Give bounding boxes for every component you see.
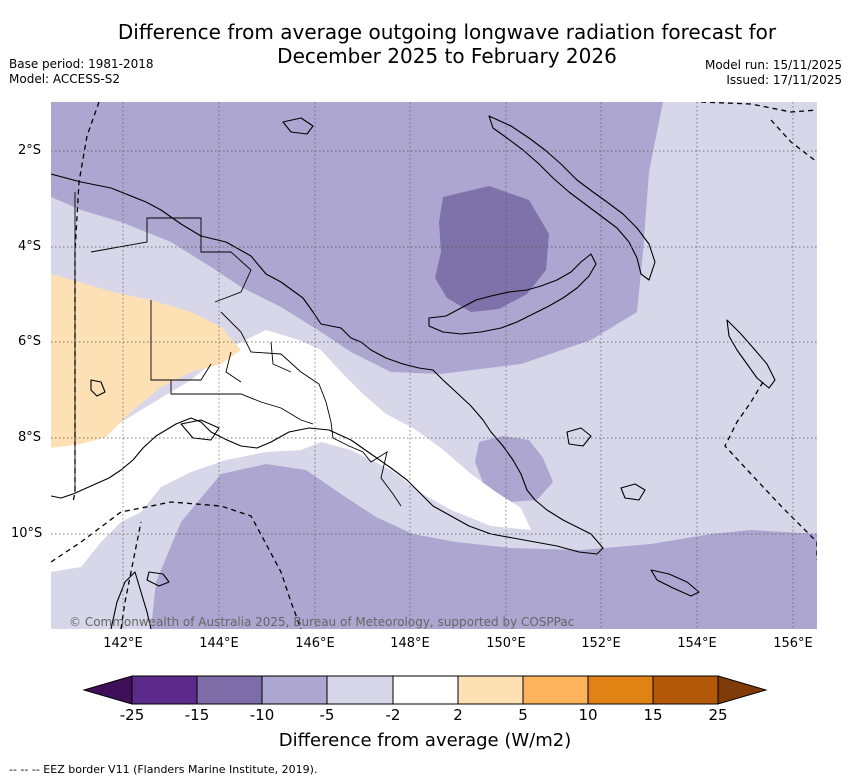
colorbar-segment xyxy=(261,675,328,705)
colorbar-segment xyxy=(457,675,524,705)
manus-island xyxy=(282,117,314,135)
lat-label-10s: 10°S xyxy=(11,526,43,541)
meta-left: Base period: 1981-2018 Model: ACCESS-S2 xyxy=(9,57,154,87)
field-purple-core xyxy=(435,186,549,312)
chart-title: Difference from average outgoing longwav… xyxy=(0,20,850,68)
field-lavender-south xyxy=(151,464,817,629)
issued-date: Issued: 17/11/2025 xyxy=(726,73,842,87)
new-britain-coast xyxy=(428,253,597,335)
colorbar-tick: -25 xyxy=(119,706,145,724)
colorbar-segment xyxy=(522,675,589,705)
colorbar-tick: -5 xyxy=(319,706,335,724)
colorbar-tick: 10 xyxy=(578,706,598,724)
colorbar-segment xyxy=(652,675,719,705)
lon-label-144e: 144°E xyxy=(199,636,239,651)
eez-footnote: -- -- -- EEZ border V11 (Flanders Marine… xyxy=(9,763,318,776)
louisiade-islands xyxy=(650,569,700,597)
colorbar xyxy=(82,675,768,705)
colorbar-tick: 15 xyxy=(643,706,663,724)
lat-label-6s: 6°S xyxy=(18,334,42,349)
colorbar-segment xyxy=(392,675,459,705)
field-white-band xyxy=(51,330,531,572)
map-panel: © Commonwealth of Australia 2025, Bureau… xyxy=(51,102,817,629)
cape-york-tip xyxy=(110,571,152,629)
lon-label-156e: 156°E xyxy=(773,636,813,651)
copyright-text: © Commonwealth of Australia 2025, Bureau… xyxy=(69,615,574,629)
new-ireland-coast xyxy=(488,115,656,281)
eez-borders xyxy=(51,102,817,629)
lon-label-146e: 146°E xyxy=(295,636,335,651)
base-period: Base period: 1981-2018 xyxy=(9,57,154,71)
bougainville-coast xyxy=(726,319,776,389)
field-lavender-north xyxy=(51,102,663,374)
colorbar-segment xyxy=(131,675,198,705)
lake-murray xyxy=(90,379,106,397)
colorbar-tick: -15 xyxy=(184,706,210,724)
goodenough-island xyxy=(620,483,646,501)
title-line-1: Difference from average outgoing longwav… xyxy=(117,20,777,44)
lon-label-152e: 152°E xyxy=(581,636,621,651)
model-name: Model: ACCESS-S2 xyxy=(9,72,121,86)
lon-label-150e: 150°E xyxy=(486,636,526,651)
fergusson-island xyxy=(566,427,592,447)
lat-label-2s: 2°S xyxy=(18,143,42,158)
colorbar-tick: -2 xyxy=(385,706,401,724)
colorbar-label: Difference from average (W/m2) xyxy=(278,730,572,751)
field-lavender-patch xyxy=(475,436,553,502)
field-orange-zone xyxy=(51,274,241,448)
colorbar-tick: -10 xyxy=(249,706,275,724)
lon-label-142e: 142°E xyxy=(103,636,143,651)
lat-label-4s: 4°S xyxy=(18,239,42,254)
fly-river-delta xyxy=(180,419,220,441)
meta-right: Model run: 15/11/2025 Issued: 17/11/2025 xyxy=(705,58,842,88)
colorbar-extend-low xyxy=(82,675,133,705)
lon-label-148e: 148°E xyxy=(390,636,430,651)
lon-label-154e: 154°E xyxy=(677,636,717,651)
colorbar-segment xyxy=(326,675,394,705)
lat-label-8s: 8°S xyxy=(18,430,42,445)
model-run: Model run: 15/11/2025 xyxy=(704,58,842,72)
colorbar-tick: 5 xyxy=(518,706,528,724)
colorbar-tick: 2 xyxy=(453,706,463,724)
colorbar-tick: 25 xyxy=(708,706,728,724)
title-line-2: December 2025 to February 2026 xyxy=(277,44,617,68)
colorbar-extend-high xyxy=(717,675,768,705)
colorbar-segment xyxy=(587,675,654,705)
colorbar-segment xyxy=(196,675,263,705)
torres-strait-islands xyxy=(146,571,170,587)
